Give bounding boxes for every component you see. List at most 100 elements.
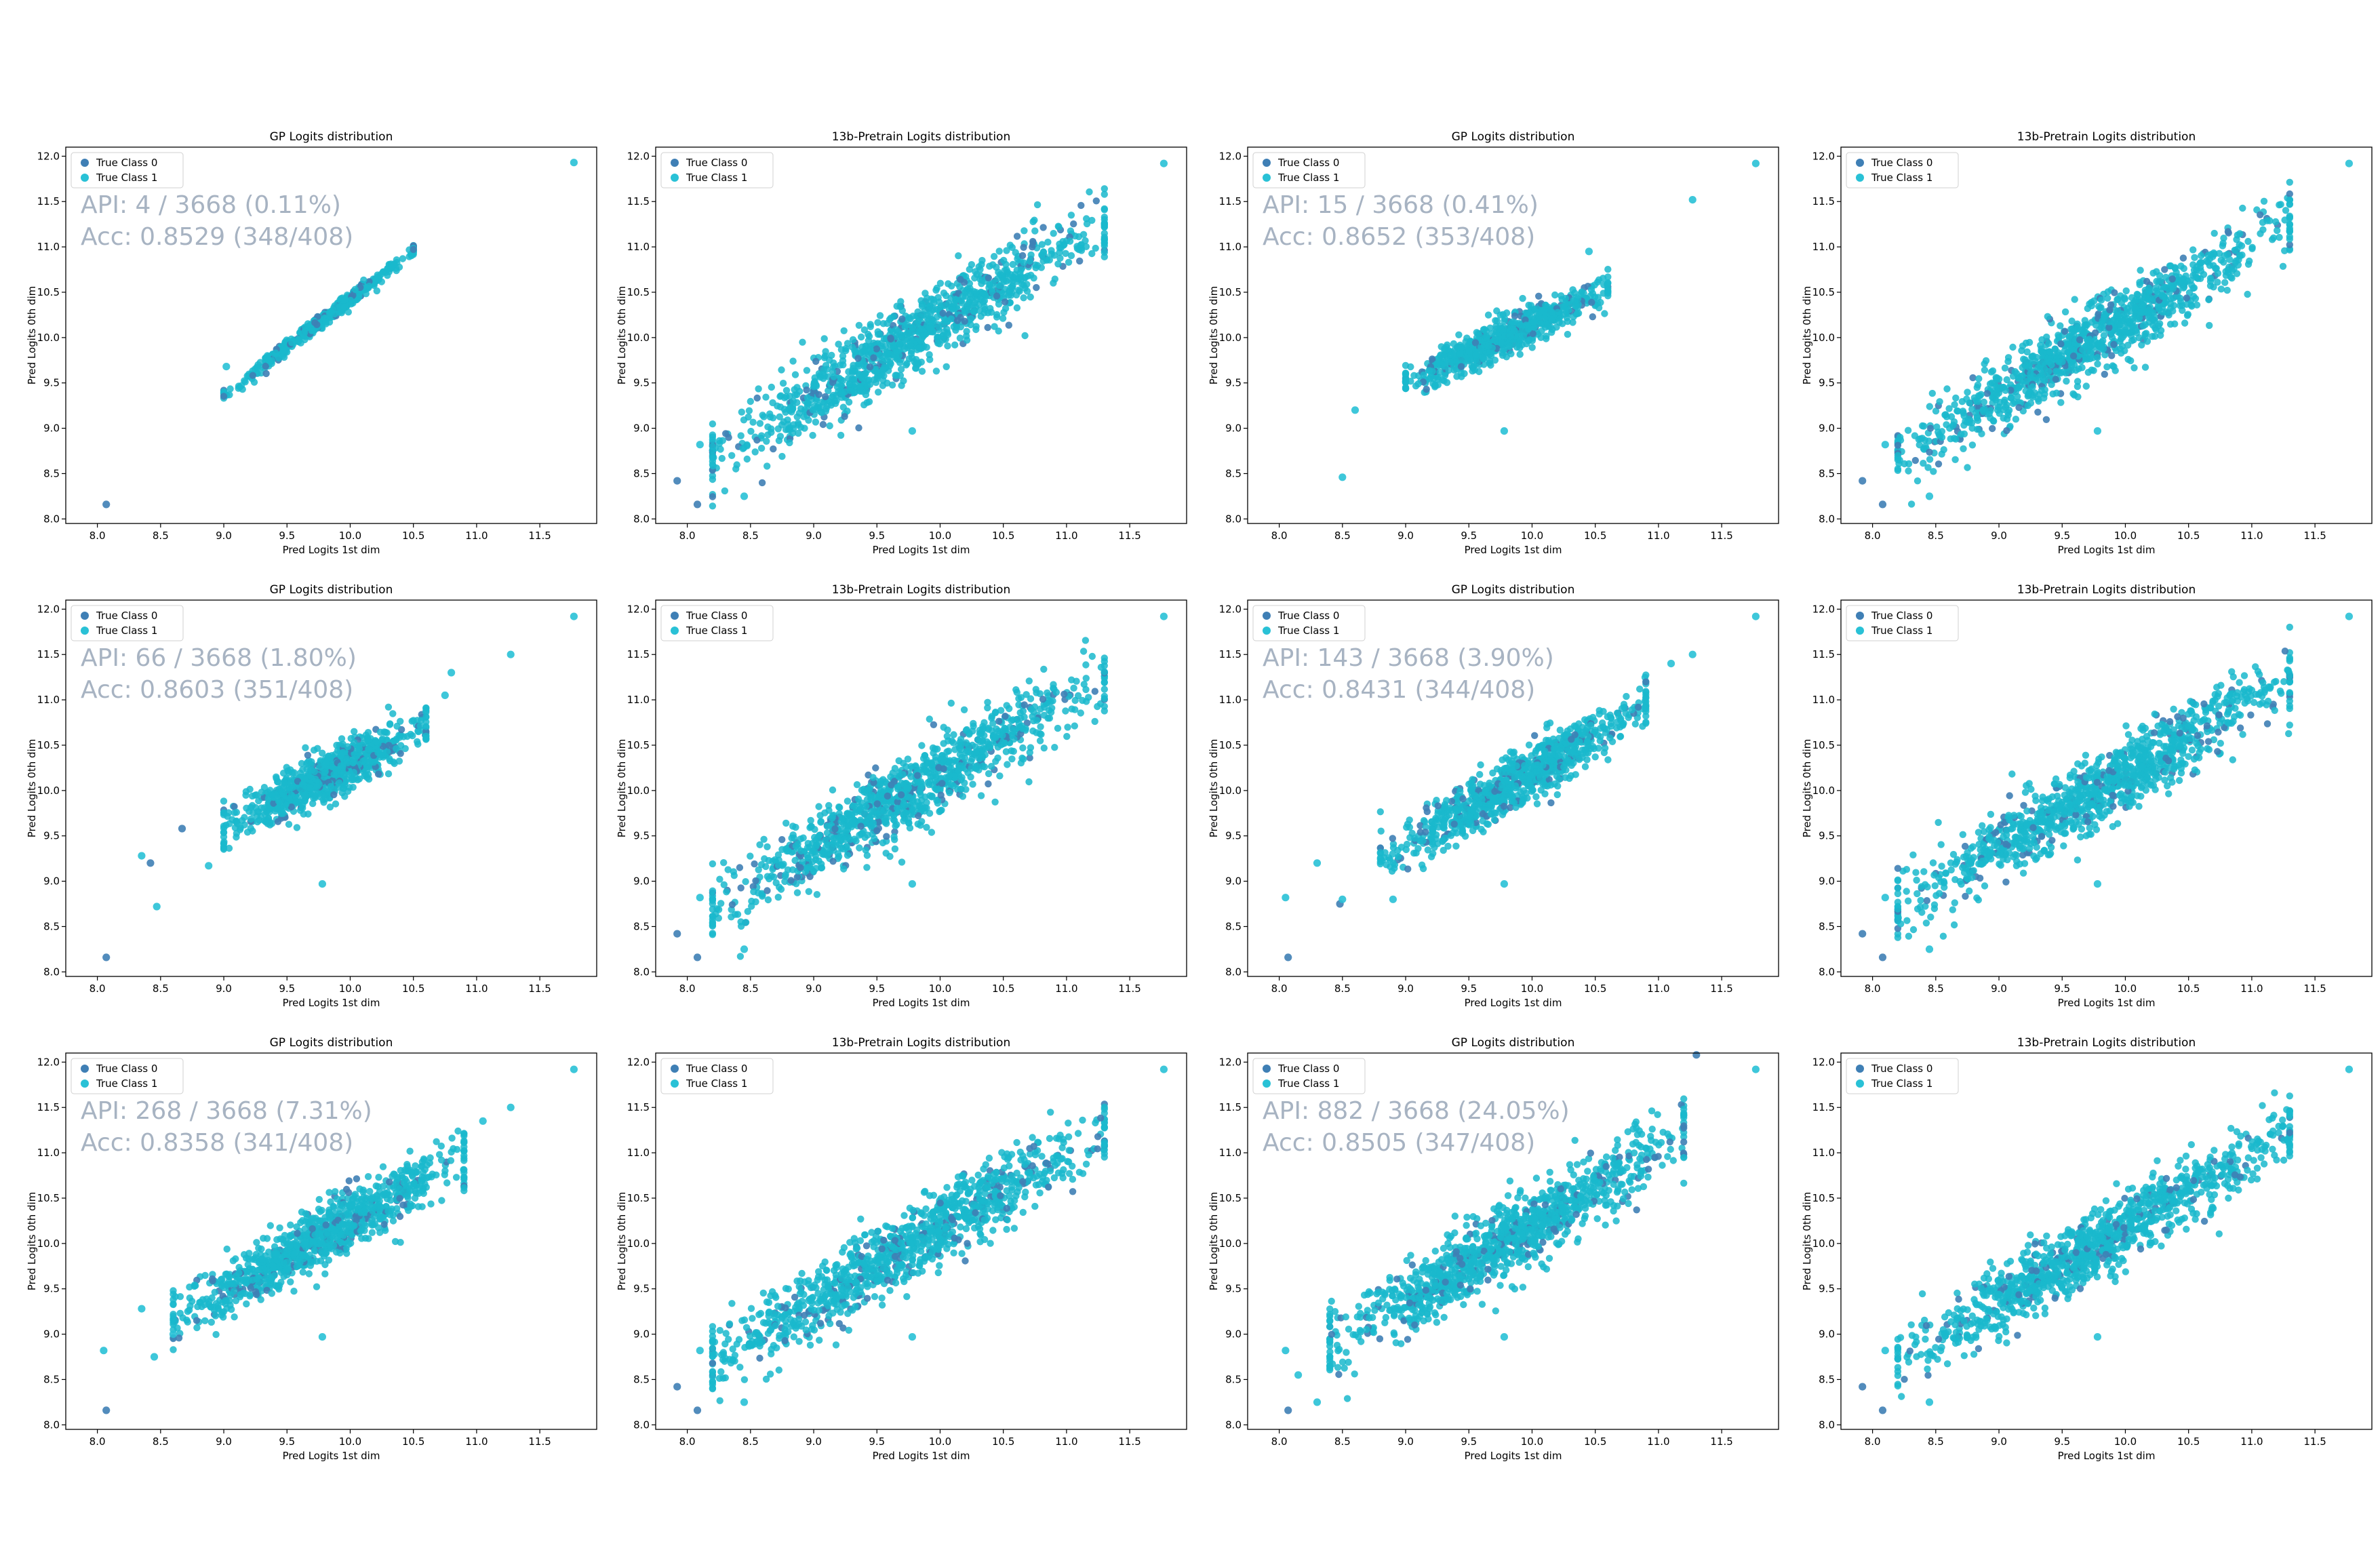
data-point	[374, 749, 382, 757]
data-point	[789, 405, 797, 413]
data-point	[932, 368, 940, 375]
data-point	[2076, 336, 2084, 344]
data-point	[740, 492, 749, 500]
data-point	[2029, 373, 2038, 380]
data-point	[1484, 342, 1492, 350]
legend-swatch	[1856, 174, 1864, 182]
data-point	[355, 745, 363, 753]
x-axis-label: Pred Logits 1st dim	[283, 997, 380, 1009]
data-point	[1516, 351, 1524, 358]
y-tick-label: 10.5	[627, 286, 650, 298]
data-point	[2040, 394, 2048, 402]
data-point	[673, 477, 681, 485]
data-point	[768, 429, 775, 436]
data-point	[2192, 274, 2200, 281]
data-point	[326, 804, 334, 811]
data-point	[743, 455, 751, 463]
y-tick-label: 9.5	[633, 377, 650, 389]
data-point	[2015, 374, 2023, 382]
data-point	[2225, 269, 2232, 277]
data-point	[1013, 304, 1021, 312]
data-point	[1977, 391, 1985, 398]
y-tick-label: 8.5	[1819, 467, 1835, 479]
data-point	[995, 247, 1003, 255]
data-point	[2110, 363, 2118, 370]
data-point	[2040, 365, 2048, 372]
data-point	[2162, 283, 2170, 292]
data-point	[1531, 305, 1539, 313]
data-point	[887, 335, 894, 343]
data-point	[250, 809, 257, 816]
data-point	[857, 333, 865, 341]
data-point	[1029, 243, 1036, 251]
data-point	[2210, 262, 2217, 269]
data-point	[709, 502, 717, 510]
y-tick-label: 8.5	[43, 920, 60, 932]
y-tick-label: 9.5	[43, 377, 60, 389]
y-tick-label: 10.0	[627, 332, 650, 344]
x-tick-label: 11.5	[2303, 530, 2326, 542]
x-tick-label: 10.5	[402, 530, 424, 542]
legend-entry: True Class 1	[1277, 172, 1339, 184]
data-point	[1039, 248, 1048, 256]
data-point	[1025, 778, 1033, 786]
data-point	[2121, 295, 2129, 303]
data-point	[860, 326, 869, 334]
data-point	[1499, 346, 1507, 353]
y-tick-label: 11.0	[627, 241, 650, 253]
data-point	[1992, 397, 2000, 404]
x-tick-label: 8.0	[90, 530, 106, 542]
data-point	[1016, 288, 1023, 295]
x-tick-label: 9.0	[216, 530, 232, 542]
data-point	[220, 822, 228, 830]
data-point	[1475, 332, 1484, 340]
data-point	[775, 437, 783, 444]
data-point	[311, 319, 319, 326]
data-point	[296, 807, 304, 814]
data-point	[1484, 311, 1492, 319]
data-point	[1067, 212, 1075, 219]
x-tick-label: 9.5	[279, 530, 295, 542]
data-point	[2132, 327, 2140, 334]
data-point	[2041, 386, 2048, 394]
data-point	[725, 434, 732, 441]
data-point	[778, 366, 785, 374]
data-point	[222, 363, 231, 371]
data-point	[839, 403, 848, 411]
data-point	[374, 770, 382, 778]
data-point	[928, 793, 936, 801]
data-point	[310, 795, 317, 802]
data-point	[2025, 391, 2032, 399]
data-point	[2088, 366, 2095, 374]
data-point	[1542, 301, 1549, 309]
data-point	[709, 475, 717, 483]
data-point	[2019, 342, 2027, 350]
data-point	[923, 824, 930, 831]
data-point	[1018, 252, 1027, 260]
point-cloud	[673, 612, 1168, 962]
data-point	[220, 393, 228, 400]
data-point	[896, 372, 905, 379]
data-point	[736, 864, 744, 871]
data-point	[884, 350, 892, 357]
data-point	[1928, 389, 1936, 397]
x-tick-label: 9.0	[1397, 530, 1414, 542]
data-point	[2095, 302, 2103, 311]
data-point	[1964, 389, 1971, 396]
data-point	[1076, 257, 1084, 265]
data-point	[969, 780, 976, 788]
legend-swatch	[1263, 174, 1271, 182]
data-point	[2003, 427, 2010, 435]
metrics-annotation: API: 4 / 3668 (0.11%)	[81, 191, 341, 219]
data-point	[1878, 500, 1887, 509]
data-point	[570, 159, 578, 167]
data-point	[1054, 724, 1062, 732]
data-point	[1055, 223, 1063, 231]
data-point	[1091, 688, 1099, 695]
data-point	[812, 357, 820, 365]
y-tick-label: 8.5	[43, 467, 60, 479]
data-point	[2057, 399, 2065, 406]
data-point	[273, 791, 280, 799]
data-point	[943, 292, 950, 300]
data-point	[876, 312, 884, 319]
